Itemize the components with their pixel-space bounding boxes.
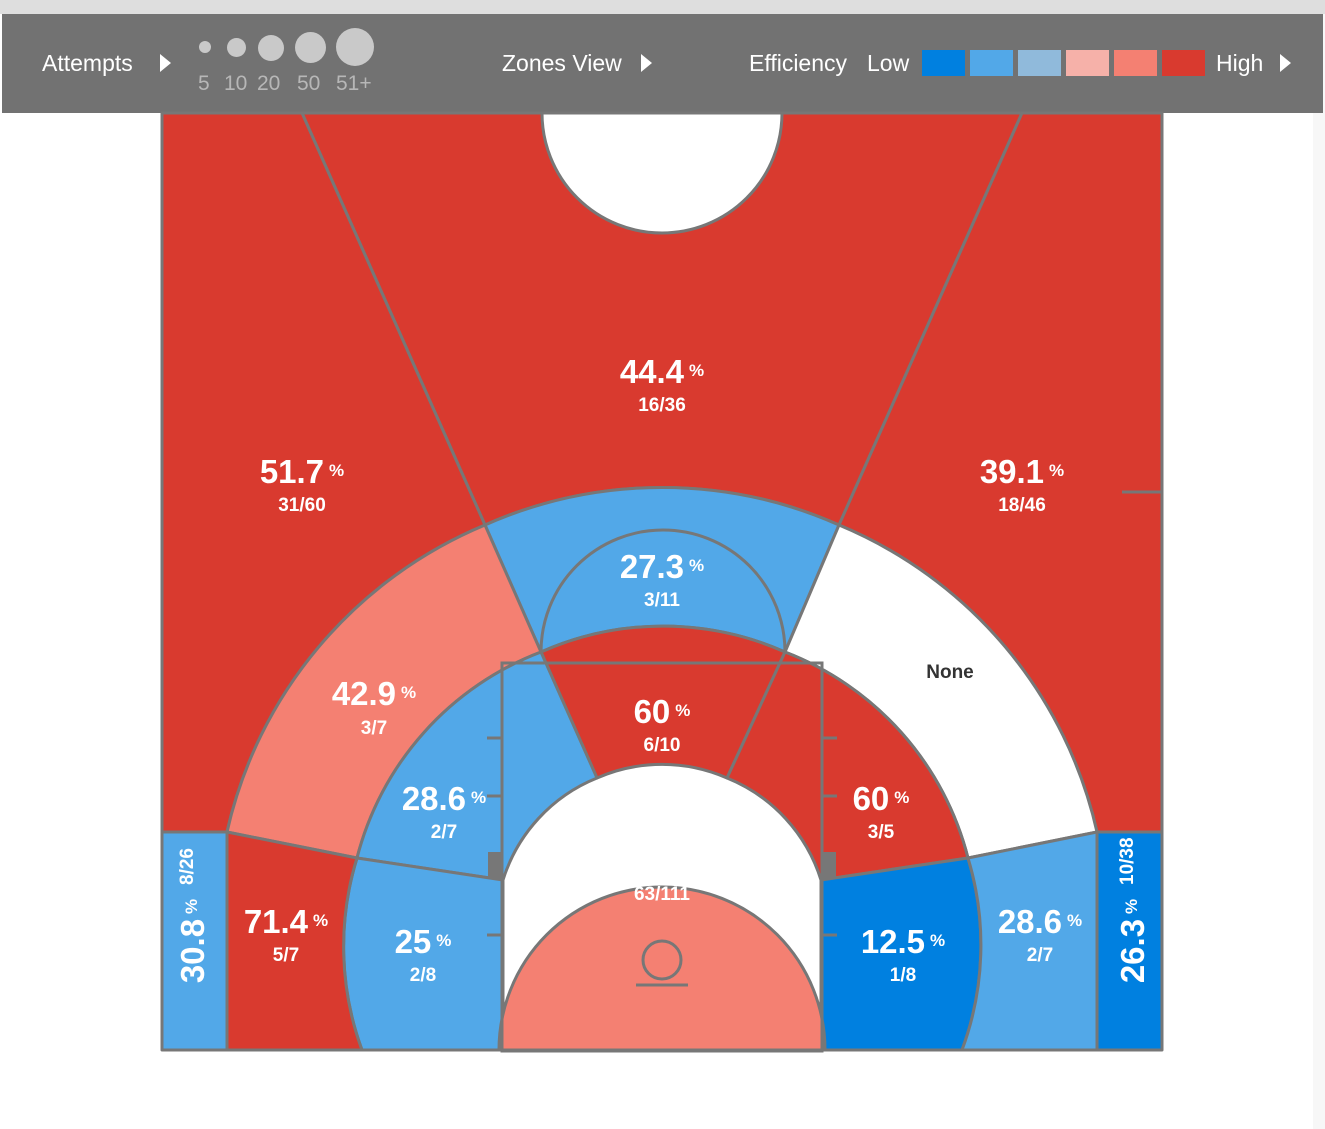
size-dot-51-plus (336, 28, 374, 66)
label-pct-baseline-long-right: 28.6% (998, 903, 1082, 940)
zone-short-mid-left[interactable] (355, 650, 599, 882)
efficiency-swatch-4 (1066, 50, 1109, 76)
block-left (488, 852, 502, 879)
label-pct-baseline-short-right: 12.5% (861, 923, 945, 960)
free-throw-arc (539, 528, 787, 653)
efficiency-arrow-icon[interactable] (1280, 54, 1291, 72)
label-pct-short-mid-center: 60% (634, 693, 691, 730)
label-ma-above-break-3-left: 31/60 (278, 495, 326, 516)
efficiency-label[interactable]: Efficiency (749, 50, 848, 76)
zone-baseline-long-right[interactable] (960, 830, 1099, 1052)
right-strip (1313, 14, 1325, 1129)
zone-labels: 44.4% 16/36 51.7% 31/60 39.1% 18/46 27.3… (174, 353, 1151, 986)
label-pct-above-break-3-center: 44.4% (620, 353, 704, 390)
label-pct-short-mid-left: 28.6% (402, 780, 486, 817)
label-ma-corner-3-right: 10/38 (1117, 837, 1138, 885)
zone-baseline-long-left[interactable] (225, 830, 364, 1052)
hoop-rim (641, 939, 683, 981)
high-label: High (1216, 50, 1264, 76)
label-pct-above-break-3-left: 51.7% (260, 453, 344, 490)
zone-corner-3-right[interactable] (1095, 830, 1164, 1052)
size-dot-10 (227, 38, 246, 57)
size-dot-50 (295, 32, 326, 63)
size-dot-5 (199, 41, 211, 53)
block-right (822, 852, 836, 879)
label-ma-baseline-long-left: 5/7 (273, 945, 299, 966)
size-label-20: 20 (257, 72, 281, 95)
label-ma-corner-3-left: 8/26 (177, 848, 198, 885)
label-ma-short-mid-left: 2/7 (431, 822, 457, 843)
label-ma-baseline-short-left: 2/8 (410, 965, 436, 986)
label-pct-baseline-long-left: 71.4% (244, 903, 328, 940)
label-ma-short-mid-center: 6/10 (644, 735, 681, 756)
low-label: Low (867, 50, 910, 76)
label-ma-above-break-3-center: 16/36 (638, 395, 686, 416)
label-ma-above-break-3-right: 18/46 (998, 495, 1046, 516)
label-ma-baseline-long-right: 2/7 (1027, 945, 1053, 966)
efficiency-swatch-2 (970, 50, 1013, 76)
top-strip (0, 0, 1325, 14)
center-circle (540, 111, 784, 235)
label-pct-restricted-area: 56.8% (620, 842, 704, 879)
zone-restricted-area[interactable] (497, 885, 827, 1052)
view-arrow-icon[interactable] (641, 54, 652, 72)
label-ma-long-mid-center: 3/11 (644, 590, 680, 611)
label-none-long-mid-right: None (926, 662, 974, 683)
efficiency-swatch-3 (1018, 50, 1061, 76)
size-dot-20 (258, 35, 284, 61)
label-corner-3-left: 30.8% 8/26 (174, 848, 211, 983)
label-pct-above-break-3-right: 39.1% (980, 453, 1064, 490)
label-pct-corner-3-left: 30.8% (174, 899, 211, 983)
size-label-50: 50 (297, 72, 321, 95)
legend-bar: Attempts 5 10 20 50 51+ Zones View Effic… (2, 14, 1323, 113)
label-ma-baseline-short-right: 1/8 (890, 965, 916, 986)
efficiency-swatch-1 (922, 50, 965, 76)
label-corner-3-right: 26.3% 10/38 (1114, 837, 1151, 983)
efficiency-swatch-5 (1114, 50, 1157, 76)
label-pct-long-mid-left: 42.9% (332, 675, 416, 712)
label-ma-long-mid-left: 3/7 (361, 718, 387, 739)
attempts-label[interactable]: Attempts (42, 50, 133, 76)
label-pct-baseline-short-left: 25% (395, 923, 452, 960)
view-label[interactable]: Zones View (502, 50, 622, 76)
label-ma-restricted-area: 63/111 (634, 884, 690, 905)
zone-corner-3-left[interactable] (160, 830, 229, 1052)
zone-short-mid-right[interactable] (725, 650, 970, 882)
attempts-arrow-icon[interactable] (160, 54, 171, 72)
efficiency-swatch-6 (1162, 50, 1205, 76)
label-ma-short-mid-right: 3/5 (868, 822, 895, 843)
size-label-5: 5 (198, 72, 210, 95)
label-pct-long-mid-center: 27.3% (620, 548, 704, 585)
label-pct-short-mid-right: 60% (853, 780, 910, 817)
size-label-10: 10 (224, 72, 248, 95)
size-label-51-plus: 51+ (336, 72, 372, 95)
label-pct-corner-3-right: 26.3% (1114, 899, 1151, 983)
